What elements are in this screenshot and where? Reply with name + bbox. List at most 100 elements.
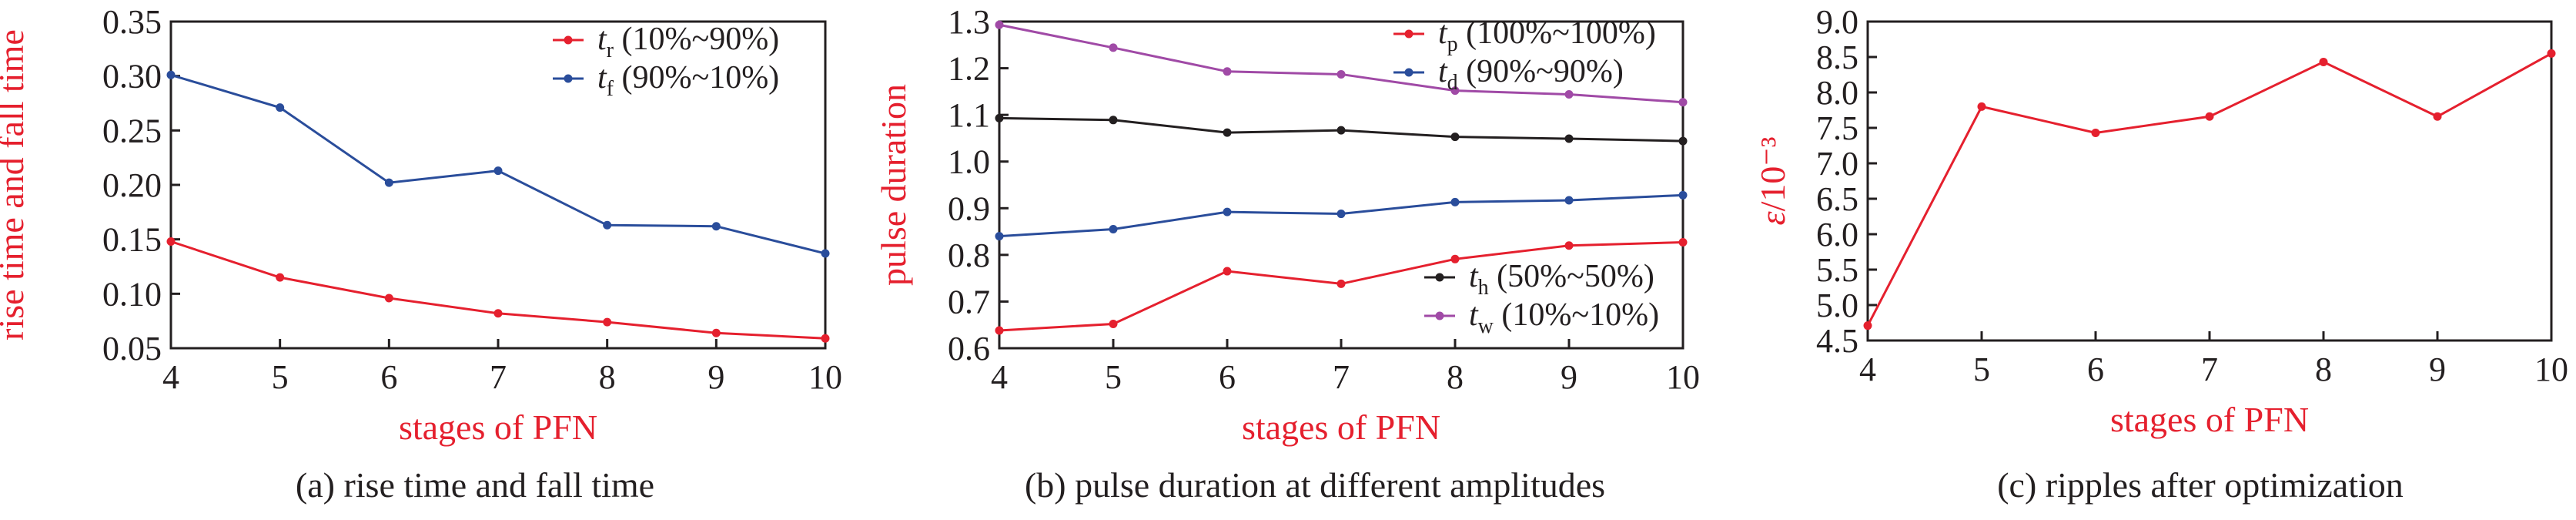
x-tick-label: 5	[272, 358, 289, 396]
y-tick-label: 6.0	[1816, 216, 1858, 253]
y-tick-label: 8.0	[1816, 74, 1858, 112]
x-tick-label: 7	[2201, 351, 2218, 388]
data-point	[1863, 321, 1872, 330]
data-point	[2547, 49, 2556, 58]
data-point	[711, 328, 721, 337]
data-point	[2205, 112, 2214, 121]
x-tick-label: 10	[2534, 351, 2568, 388]
x-tick-label: 5	[1973, 351, 1990, 388]
data-point	[1223, 67, 1232, 76]
legend-entry: th (50%~50%)	[1469, 259, 1654, 300]
x-tick-label: 4	[162, 358, 179, 396]
chart-panel-1: 4 5 6 7 8 9 10 0.6 0.7 0.8 0.9 1.0 1.1 1.2 1.3 stages o…	[874, 3, 1700, 505]
x-tick-label: 10	[1666, 358, 1700, 396]
x-axis-label: stages of PFN	[1242, 408, 1440, 447]
x-tick-label: 4	[1859, 351, 1876, 388]
y-tick-label: 0.20	[102, 166, 162, 204]
x-tick-label: 4	[991, 358, 1008, 396]
data-point	[995, 232, 1004, 241]
panel-caption: (b) pulse duration at different amplitud…	[1025, 465, 1605, 505]
y-tick-label: 0.25	[102, 112, 162, 149]
data-point	[1109, 43, 1118, 52]
x-tick-label: 7	[1333, 358, 1350, 396]
data-point	[1337, 126, 1346, 135]
chart-panel-2: 4 5 6 7 8 9 10 4.55.05.56.06.57.07.58.08.59.0 st…	[1753, 3, 2568, 505]
x-tick-label: 8	[599, 358, 616, 396]
data-point	[1223, 267, 1232, 276]
y-tick-label: 0.6	[948, 330, 990, 367]
panel-caption: (c) ripples after optimization	[1997, 465, 2404, 505]
y-tick-label: 1.1	[948, 96, 990, 134]
y-tick-label: 0.35	[102, 3, 162, 41]
y-tick-label: 4.5	[1816, 322, 1858, 360]
data-point	[1564, 196, 1574, 205]
x-tick-label: 6	[2087, 351, 2104, 388]
x-axis-label: stages of PFN	[399, 408, 597, 447]
legend-marker	[1435, 311, 1444, 320]
legend-marker	[1404, 29, 1413, 39]
data-point	[995, 20, 1004, 29]
x-tick-label: 8	[2315, 351, 2332, 388]
y-tick-label: 0.10	[102, 275, 162, 313]
y-tick-label: 0.30	[102, 58, 162, 96]
y-tick-label: 7.5	[1816, 109, 1858, 147]
data-point	[1337, 210, 1346, 219]
y-tick-label: 6.5	[1816, 180, 1858, 218]
data-point	[1109, 116, 1118, 125]
x-tick-label: 9	[1561, 358, 1577, 396]
x-tick-label: 8	[1447, 358, 1464, 396]
data-point	[1337, 69, 1346, 79]
data-point	[1564, 89, 1574, 99]
data-point	[276, 103, 285, 112]
y-tick-label: 8.5	[1816, 39, 1858, 76]
x-tick-label: 9	[2429, 351, 2446, 388]
legend-entry: td (90%~90%)	[1438, 54, 1624, 95]
data-point	[1450, 197, 1460, 206]
data-point	[1564, 241, 1574, 250]
panel-caption: (a) rise time and fall time	[296, 465, 654, 505]
y-tick-label: 0.7	[948, 283, 990, 320]
x-tick-label: 5	[1105, 358, 1122, 396]
data-point	[1109, 225, 1118, 234]
data-point	[384, 178, 393, 187]
y-tick-label: 5.0	[1816, 287, 1858, 324]
x-tick-label: 6	[1219, 358, 1236, 396]
data-point	[1678, 190, 1688, 200]
data-point	[711, 222, 721, 231]
legend-marker	[564, 74, 573, 83]
data-point	[1450, 254, 1460, 263]
y-tick-label: 1.0	[948, 143, 990, 181]
data-point	[1223, 207, 1232, 216]
y-tick-label: 9.0	[1816, 3, 1858, 41]
data-point	[2091, 128, 2100, 137]
x-tick-label: 7	[490, 358, 507, 396]
y-axis-label: rise time and fall time	[0, 29, 31, 341]
legend-marker	[1404, 68, 1413, 77]
data-point	[166, 70, 176, 79]
y-tick-label: 1.2	[948, 50, 990, 88]
data-point	[1337, 279, 1346, 288]
data-point	[493, 309, 503, 318]
data-point	[995, 326, 1004, 335]
data-point	[166, 237, 176, 246]
y-axis-label: ε/10⁻³	[1753, 137, 1792, 226]
data-point	[493, 166, 503, 176]
chart-panel-0: 4 5 6 7 8 9 10 0.05 0.10 0.15 0.20 0.25 0.30 0.35 stag…	[0, 3, 842, 505]
legend-entry: tp (100%~100%)	[1438, 15, 1656, 56]
legend-entry: tr (10%~90%)	[597, 22, 779, 62]
plot-frame	[1866, 20, 2553, 342]
data-point	[1678, 238, 1688, 247]
data-point	[1977, 102, 1986, 111]
data-point	[603, 220, 612, 230]
y-tick-label: 0.8	[948, 237, 990, 274]
y-tick-label: 0.9	[948, 190, 990, 227]
data-point	[995, 113, 1004, 122]
legend-entry: tw (10%~10%)	[1469, 297, 1659, 338]
data-point	[1678, 136, 1688, 146]
data-point	[1109, 320, 1118, 329]
series-line-0	[1866, 52, 2552, 327]
x-tick-label: 9	[708, 358, 724, 396]
data-point	[2319, 57, 2328, 66]
data-point	[384, 294, 393, 303]
series-line-0	[170, 240, 826, 340]
